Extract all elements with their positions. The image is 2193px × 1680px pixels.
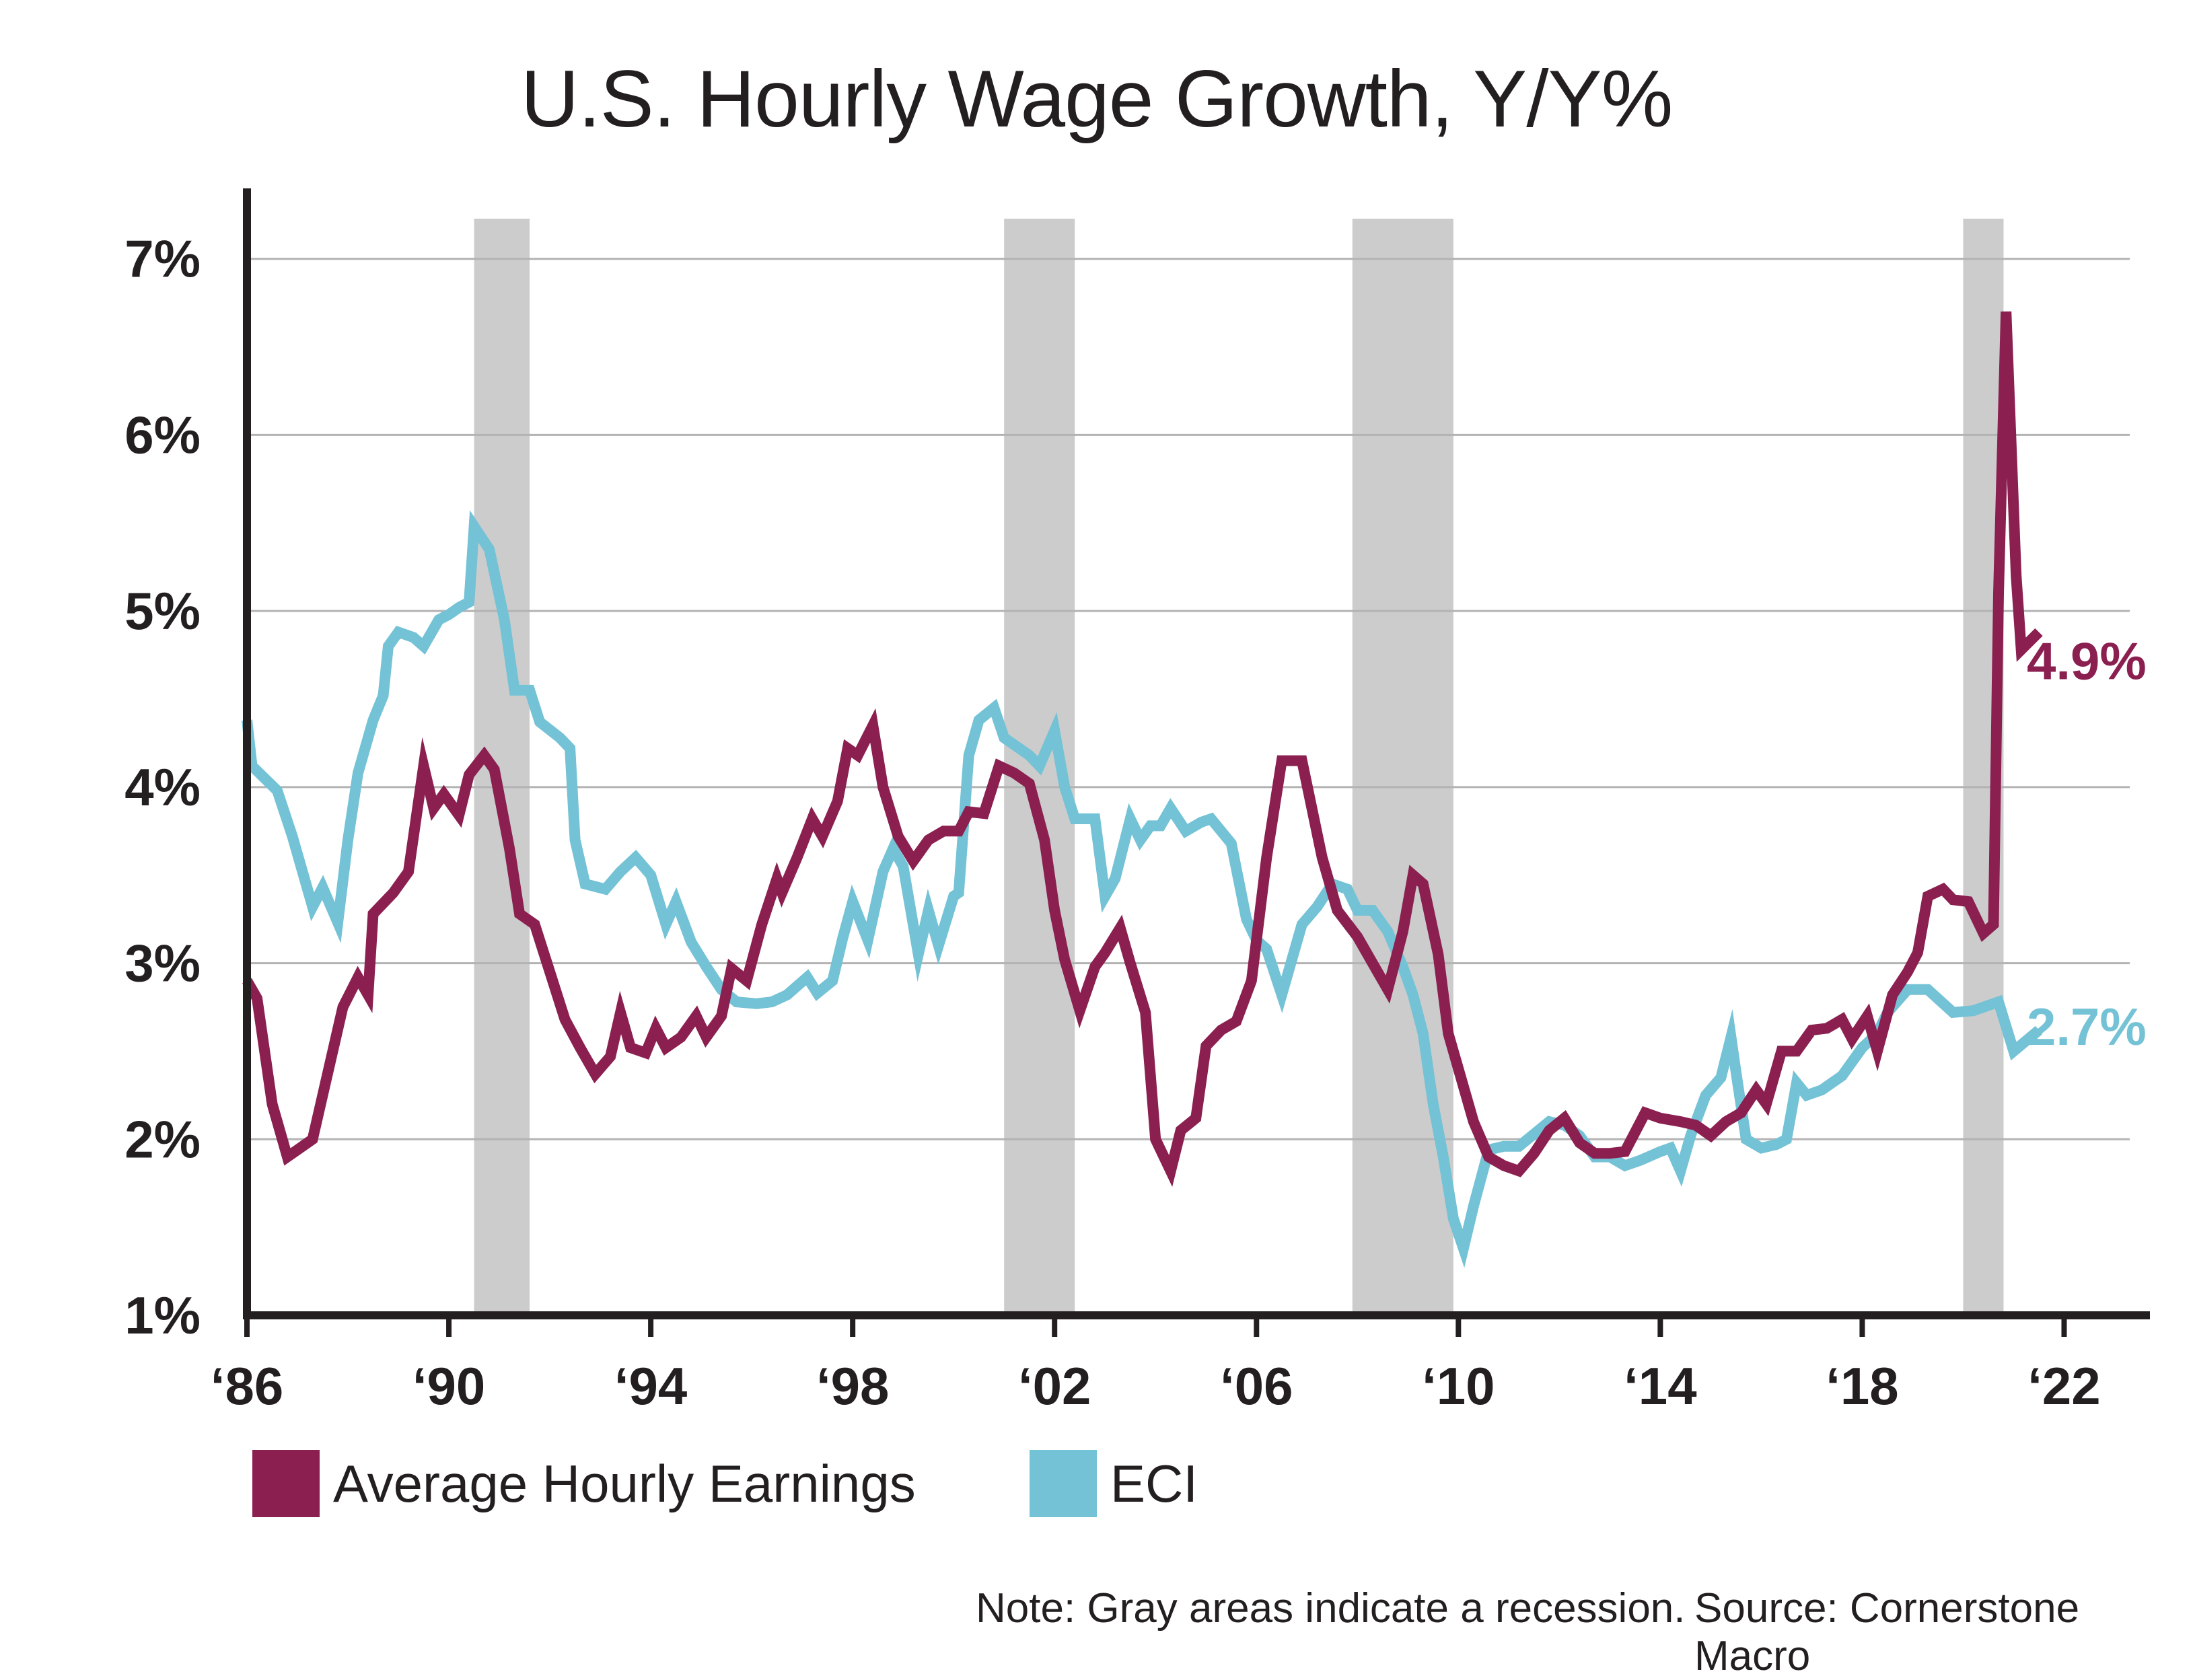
legend-label-eci: ECI: [1110, 1453, 1198, 1513]
x-tick-label: ‘02: [1018, 1356, 1091, 1416]
line-chart: 1%2%3%4%5%6%7% ‘86 ‘90 ‘94 ‘98 ‘02 ‘06 ‘10 ‘14 ‘…: [124, 188, 2150, 1416]
x-tick-label: ‘14: [1624, 1356, 1696, 1416]
x-tick-label: ‘90: [412, 1356, 485, 1416]
chart-title: U.S. Hourly Wage Growth, Y/Y%: [520, 54, 1674, 144]
x-tick-label: ‘10: [1422, 1356, 1495, 1416]
y-tick-label: 6%: [124, 405, 201, 464]
y-axis-tick-labels: 1% 2% 3% 4% 5% 6% 7%: [124, 229, 201, 1345]
legend-label-ahe: Average Hourly Earnings: [333, 1453, 916, 1513]
legend-swatch-eci: [1030, 1450, 1097, 1517]
axes: [243, 188, 2150, 1337]
x-tick-label: ‘22: [2027, 1356, 2100, 1416]
x-tick-label: ‘86: [211, 1356, 283, 1416]
x-tick-label: ‘18: [1826, 1356, 1898, 1416]
x-tick-label: ‘98: [816, 1356, 889, 1416]
recession-bands: [474, 219, 2004, 1315]
series-line-ahe: [242, 311, 2043, 1187]
recession-band-0: [474, 219, 530, 1315]
end-label-eci: 2.7%: [2027, 997, 2147, 1056]
y-tick-label: 3%: [124, 934, 201, 993]
gridlines: [247, 258, 2130, 1140]
y-tick-label: 4%: [124, 758, 201, 817]
legend-item-eci: ECI: [1030, 1450, 1198, 1517]
y-tick-label: 1%: [124, 1286, 201, 1345]
footer-source: Source: Cornerstone Macro: [1694, 1585, 2080, 1679]
x-tick-label: ‘94: [614, 1356, 687, 1416]
y-tick-label: 7%: [124, 229, 201, 289]
legend-swatch-ahe: [252, 1450, 320, 1517]
footer-note: Note: Gray areas indicate a recession.: [976, 1585, 1686, 1632]
end-label-ahe: 4.9%: [2027, 632, 2147, 691]
x-axis-tick-labels: ‘86 ‘90 ‘94 ‘98 ‘02 ‘06 ‘10 ‘14 ‘18 ‘22: [211, 1356, 2101, 1416]
series-lines: [242, 311, 2043, 1268]
y-tick-label: 2%: [124, 1109, 201, 1169]
legend-item-ahe: Average Hourly Earnings: [252, 1450, 916, 1517]
end-labels: 4.9% 2.7%: [2027, 632, 2147, 1056]
series-line-eci: [242, 510, 2043, 1268]
x-tick-label: ‘06: [1220, 1356, 1293, 1416]
y-tick-label: 5%: [124, 581, 201, 641]
